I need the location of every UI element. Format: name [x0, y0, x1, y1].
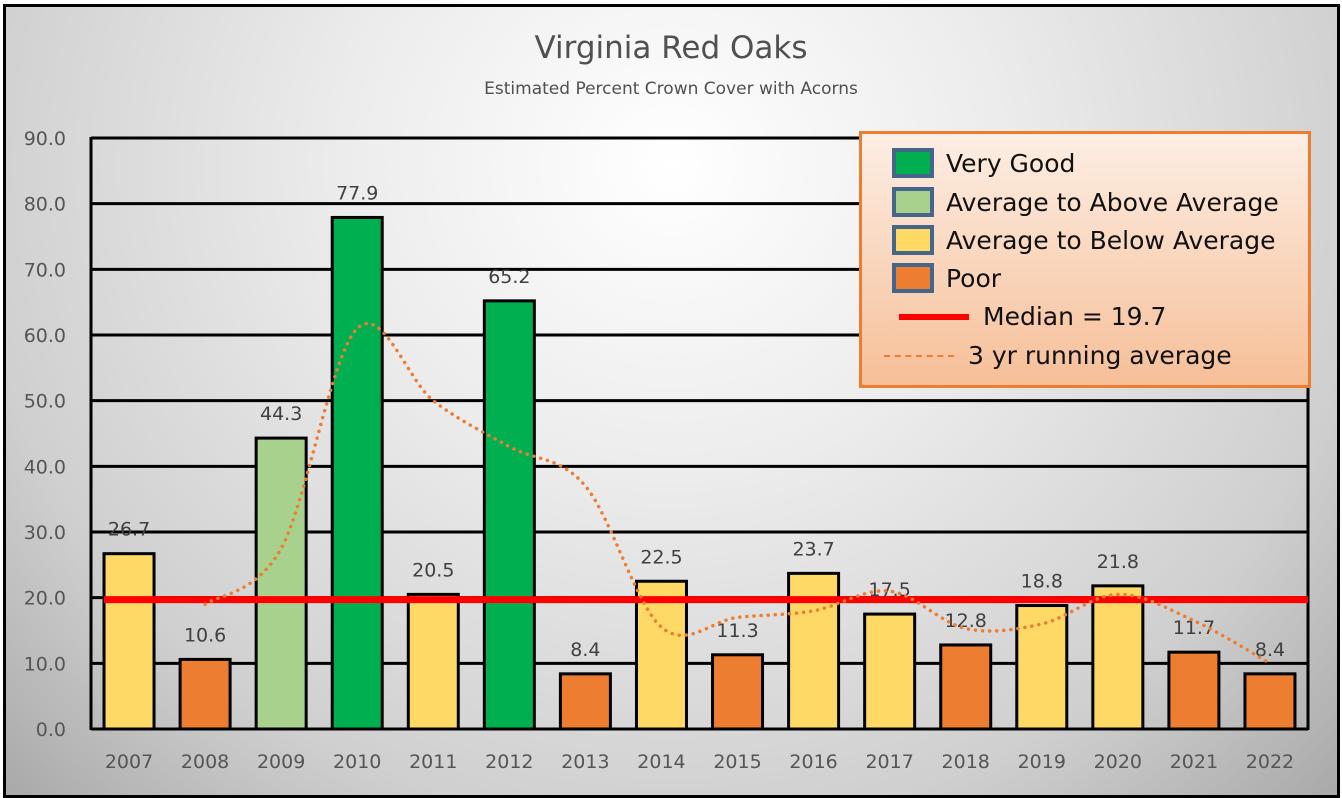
legend-label: Median = 19.7 — [983, 302, 1167, 331]
chart-title: Virginia Red Oaks — [534, 30, 808, 66]
legend-label: 3 yr running average — [968, 341, 1232, 370]
bar-2019 — [1015, 604, 1069, 731]
bar-2010 — [330, 215, 384, 731]
legend-running-average-line — [884, 354, 954, 357]
x-tick-label: 2014 — [637, 751, 685, 773]
y-tick-label: 0.0 — [36, 719, 66, 741]
data-label-2011: 20.5 — [412, 559, 454, 581]
bar-2020 — [1091, 584, 1145, 731]
y-tick-label: 40.0 — [24, 456, 66, 478]
data-label-2021: 11.7 — [1173, 617, 1215, 639]
legend-swatch — [892, 263, 934, 293]
data-label-2015: 11.3 — [716, 620, 758, 642]
data-label-2014: 22.5 — [640, 546, 682, 568]
y-tick-label: 50.0 — [24, 391, 66, 413]
bar-2013 — [558, 672, 612, 731]
data-label-2010: 77.9 — [336, 182, 378, 204]
bar-2011 — [406, 592, 460, 731]
legend: Very Good Average to Above Average Avera… — [859, 131, 1311, 388]
data-label-2017: 17.5 — [869, 579, 911, 601]
chart-subtitle: Estimated Percent Crown Cover with Acorn… — [484, 79, 858, 99]
data-label-2020: 21.8 — [1097, 551, 1139, 573]
y-tick-label: 20.0 — [24, 588, 66, 610]
legend-label: Poor — [946, 263, 1002, 293]
legend-label: Average to Above Average — [946, 187, 1279, 217]
x-tick-label: 2013 — [561, 751, 609, 773]
bar-2017 — [863, 612, 917, 731]
y-tick-label: 70.0 — [24, 259, 66, 281]
bar-2009 — [254, 436, 308, 731]
y-tick-label: 80.0 — [24, 194, 66, 216]
x-tick-label: 2007 — [105, 751, 153, 773]
x-tick-label: 2016 — [789, 751, 837, 773]
legend-label: Very Good — [946, 148, 1076, 178]
legend-label: Average to Below Average — [946, 225, 1276, 255]
bar-2012 — [482, 299, 536, 731]
data-label-2018: 12.8 — [945, 610, 987, 632]
x-tick-label: 2010 — [333, 751, 381, 773]
x-tick-label: 2021 — [1170, 751, 1218, 773]
bar-2018 — [939, 643, 993, 731]
bar-2015 — [711, 653, 765, 731]
y-tick-label: 30.0 — [24, 522, 66, 544]
legend-item-running-average: 3 yr running average — [862, 341, 1232, 370]
x-tick-label: 2015 — [713, 751, 761, 773]
legend-item-below-average: Average to Below Average — [862, 225, 1275, 255]
legend-median-line — [899, 313, 969, 320]
data-label-2012: 65.2 — [488, 266, 530, 288]
bar-2008 — [178, 657, 232, 731]
x-tick-label: 2009 — [257, 751, 305, 773]
bar-2021 — [1167, 650, 1221, 731]
legend-item-very-good: Very Good — [862, 148, 1075, 178]
data-label-2013: 8.4 — [570, 639, 600, 661]
data-label-2016: 23.7 — [792, 538, 834, 560]
data-label-2019: 18.8 — [1021, 571, 1063, 593]
x-tick-label: 2008 — [181, 751, 229, 773]
x-tick-label: 2017 — [865, 751, 913, 773]
running-average-line — [203, 321, 1272, 666]
x-tick-label: 2012 — [485, 751, 533, 773]
bar-2022 — [1243, 672, 1297, 731]
y-tick-label: 10.0 — [24, 653, 66, 675]
data-label-2009: 44.3 — [260, 403, 302, 425]
legend-item-poor: Poor — [862, 263, 1001, 293]
x-tick-label: 2011 — [409, 751, 457, 773]
legend-swatch — [892, 148, 934, 178]
legend-item-above-average: Average to Above Average — [862, 187, 1279, 217]
data-label-2007: 26.7 — [108, 519, 150, 541]
x-tick-label: 2020 — [1094, 751, 1142, 773]
data-label-2022: 8.4 — [1255, 639, 1285, 661]
data-label-2008: 10.6 — [184, 624, 226, 646]
legend-swatch — [892, 187, 934, 217]
legend-swatch — [892, 225, 934, 255]
x-tick-label: 2018 — [942, 751, 990, 773]
y-tick-label: 60.0 — [24, 325, 66, 347]
bar-2007 — [102, 552, 156, 731]
y-tick-label: 90.0 — [24, 128, 66, 150]
x-tick-label: 2019 — [1018, 751, 1066, 773]
x-tick-label: 2022 — [1246, 751, 1294, 773]
legend-item-median: Median = 19.7 — [862, 302, 1166, 331]
bar-2014 — [634, 579, 688, 731]
